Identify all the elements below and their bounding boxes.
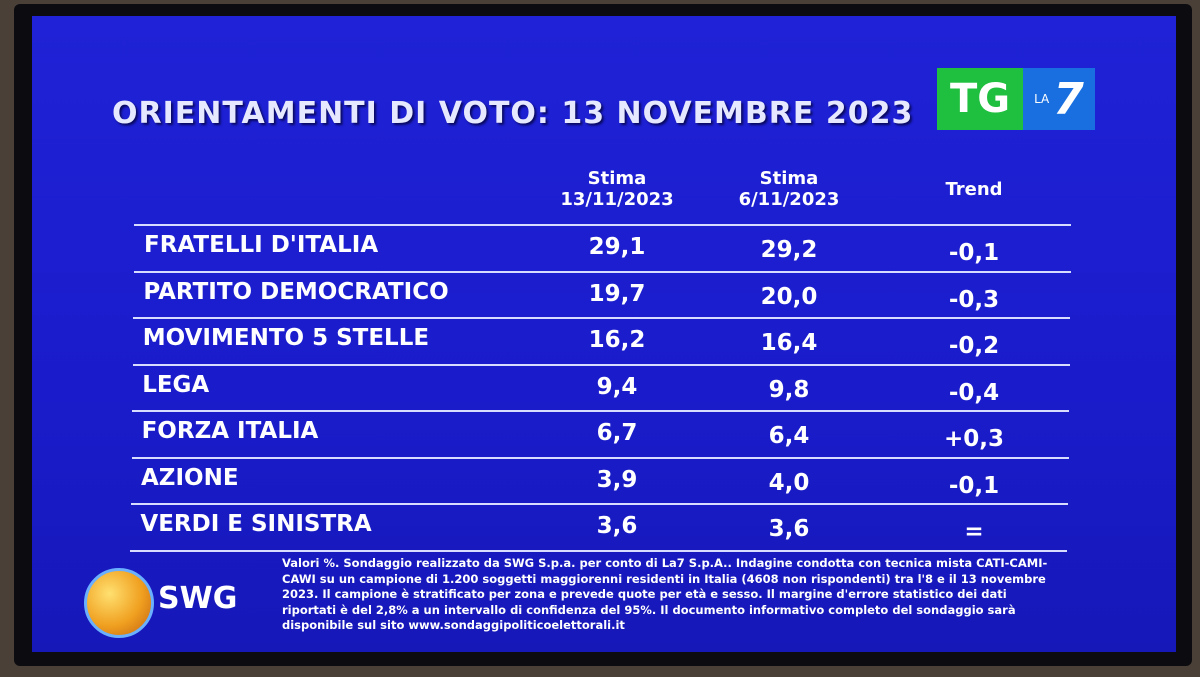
- screen: ORIENTAMENTI DI VOTO: 13 NOVEMBRE 2023 T…: [32, 16, 1176, 652]
- row-divider: [131, 503, 1068, 505]
- cell-value: +0,3: [943, 426, 1004, 452]
- tv-frame: ORIENTAMENTI DI VOTO: 13 NOVEMBRE 2023 T…: [14, 4, 1192, 666]
- cell-value: 9,4: [596, 373, 638, 400]
- party-name: VERDI E SINISTRA: [140, 511, 372, 537]
- logo-la7: LA 7: [1023, 68, 1095, 130]
- row-divider: [133, 270, 1071, 273]
- cell-value: 16,2: [588, 327, 646, 353]
- cell-value: -0,2: [948, 333, 1000, 359]
- column-header: Trend: [945, 179, 1003, 200]
- column-header: Stima 13/11/2023: [560, 168, 674, 210]
- row-divider: [133, 317, 1070, 319]
- cell-value: -0,4: [948, 379, 1000, 406]
- row-divider: [130, 549, 1067, 552]
- logo-tg: TG: [937, 68, 1023, 130]
- title: ORIENTAMENTI DI VOTO: 13 NOVEMBRE 2023: [112, 96, 914, 131]
- logo-la: LA: [1034, 92, 1050, 106]
- cell-value: 6,4: [768, 423, 810, 449]
- row-divider: [132, 363, 1070, 366]
- cell-value: 19,7: [588, 280, 646, 307]
- cell-value: -0,1: [948, 240, 1000, 266]
- party-name: AZIONE: [141, 464, 239, 491]
- cell-value: =: [964, 519, 984, 545]
- column-header: Stima 6/11/2023: [738, 168, 840, 210]
- row-divider: [132, 410, 1069, 412]
- party-name: FORZA ITALIA: [141, 418, 319, 444]
- row-divider: [134, 224, 1071, 226]
- cell-value: 4,0: [768, 469, 810, 496]
- swg-logo-icon: [84, 568, 154, 638]
- party-name: LEGA: [142, 371, 210, 398]
- cell-value: 3,9: [596, 466, 638, 493]
- swg-logo-text: SWG: [158, 581, 238, 616]
- cell-value: 29,1: [588, 234, 646, 260]
- logo: TG LA 7: [937, 68, 1095, 130]
- cell-value: -0,3: [948, 286, 1000, 313]
- party-name: FRATELLI D'ITALIA: [144, 232, 379, 258]
- cell-value: 20,0: [760, 283, 818, 310]
- row-divider: [131, 456, 1069, 459]
- cell-value: 29,2: [760, 237, 818, 263]
- footnote: Valori %. Sondaggio realizzato da SWG S.…: [282, 556, 1048, 632]
- cell-value: 9,8: [768, 376, 810, 403]
- cell-value: 3,6: [768, 516, 810, 542]
- logo-seven: 7: [1053, 73, 1084, 125]
- cell-value: 3,6: [596, 513, 638, 539]
- cell-value: 16,4: [760, 330, 818, 356]
- cell-value: 6,7: [596, 420, 638, 446]
- party-name: MOVIMENTO 5 STELLE: [142, 325, 430, 351]
- party-name: PARTITO DEMOCRATICO: [143, 278, 449, 305]
- cell-value: -0,1: [948, 472, 1000, 499]
